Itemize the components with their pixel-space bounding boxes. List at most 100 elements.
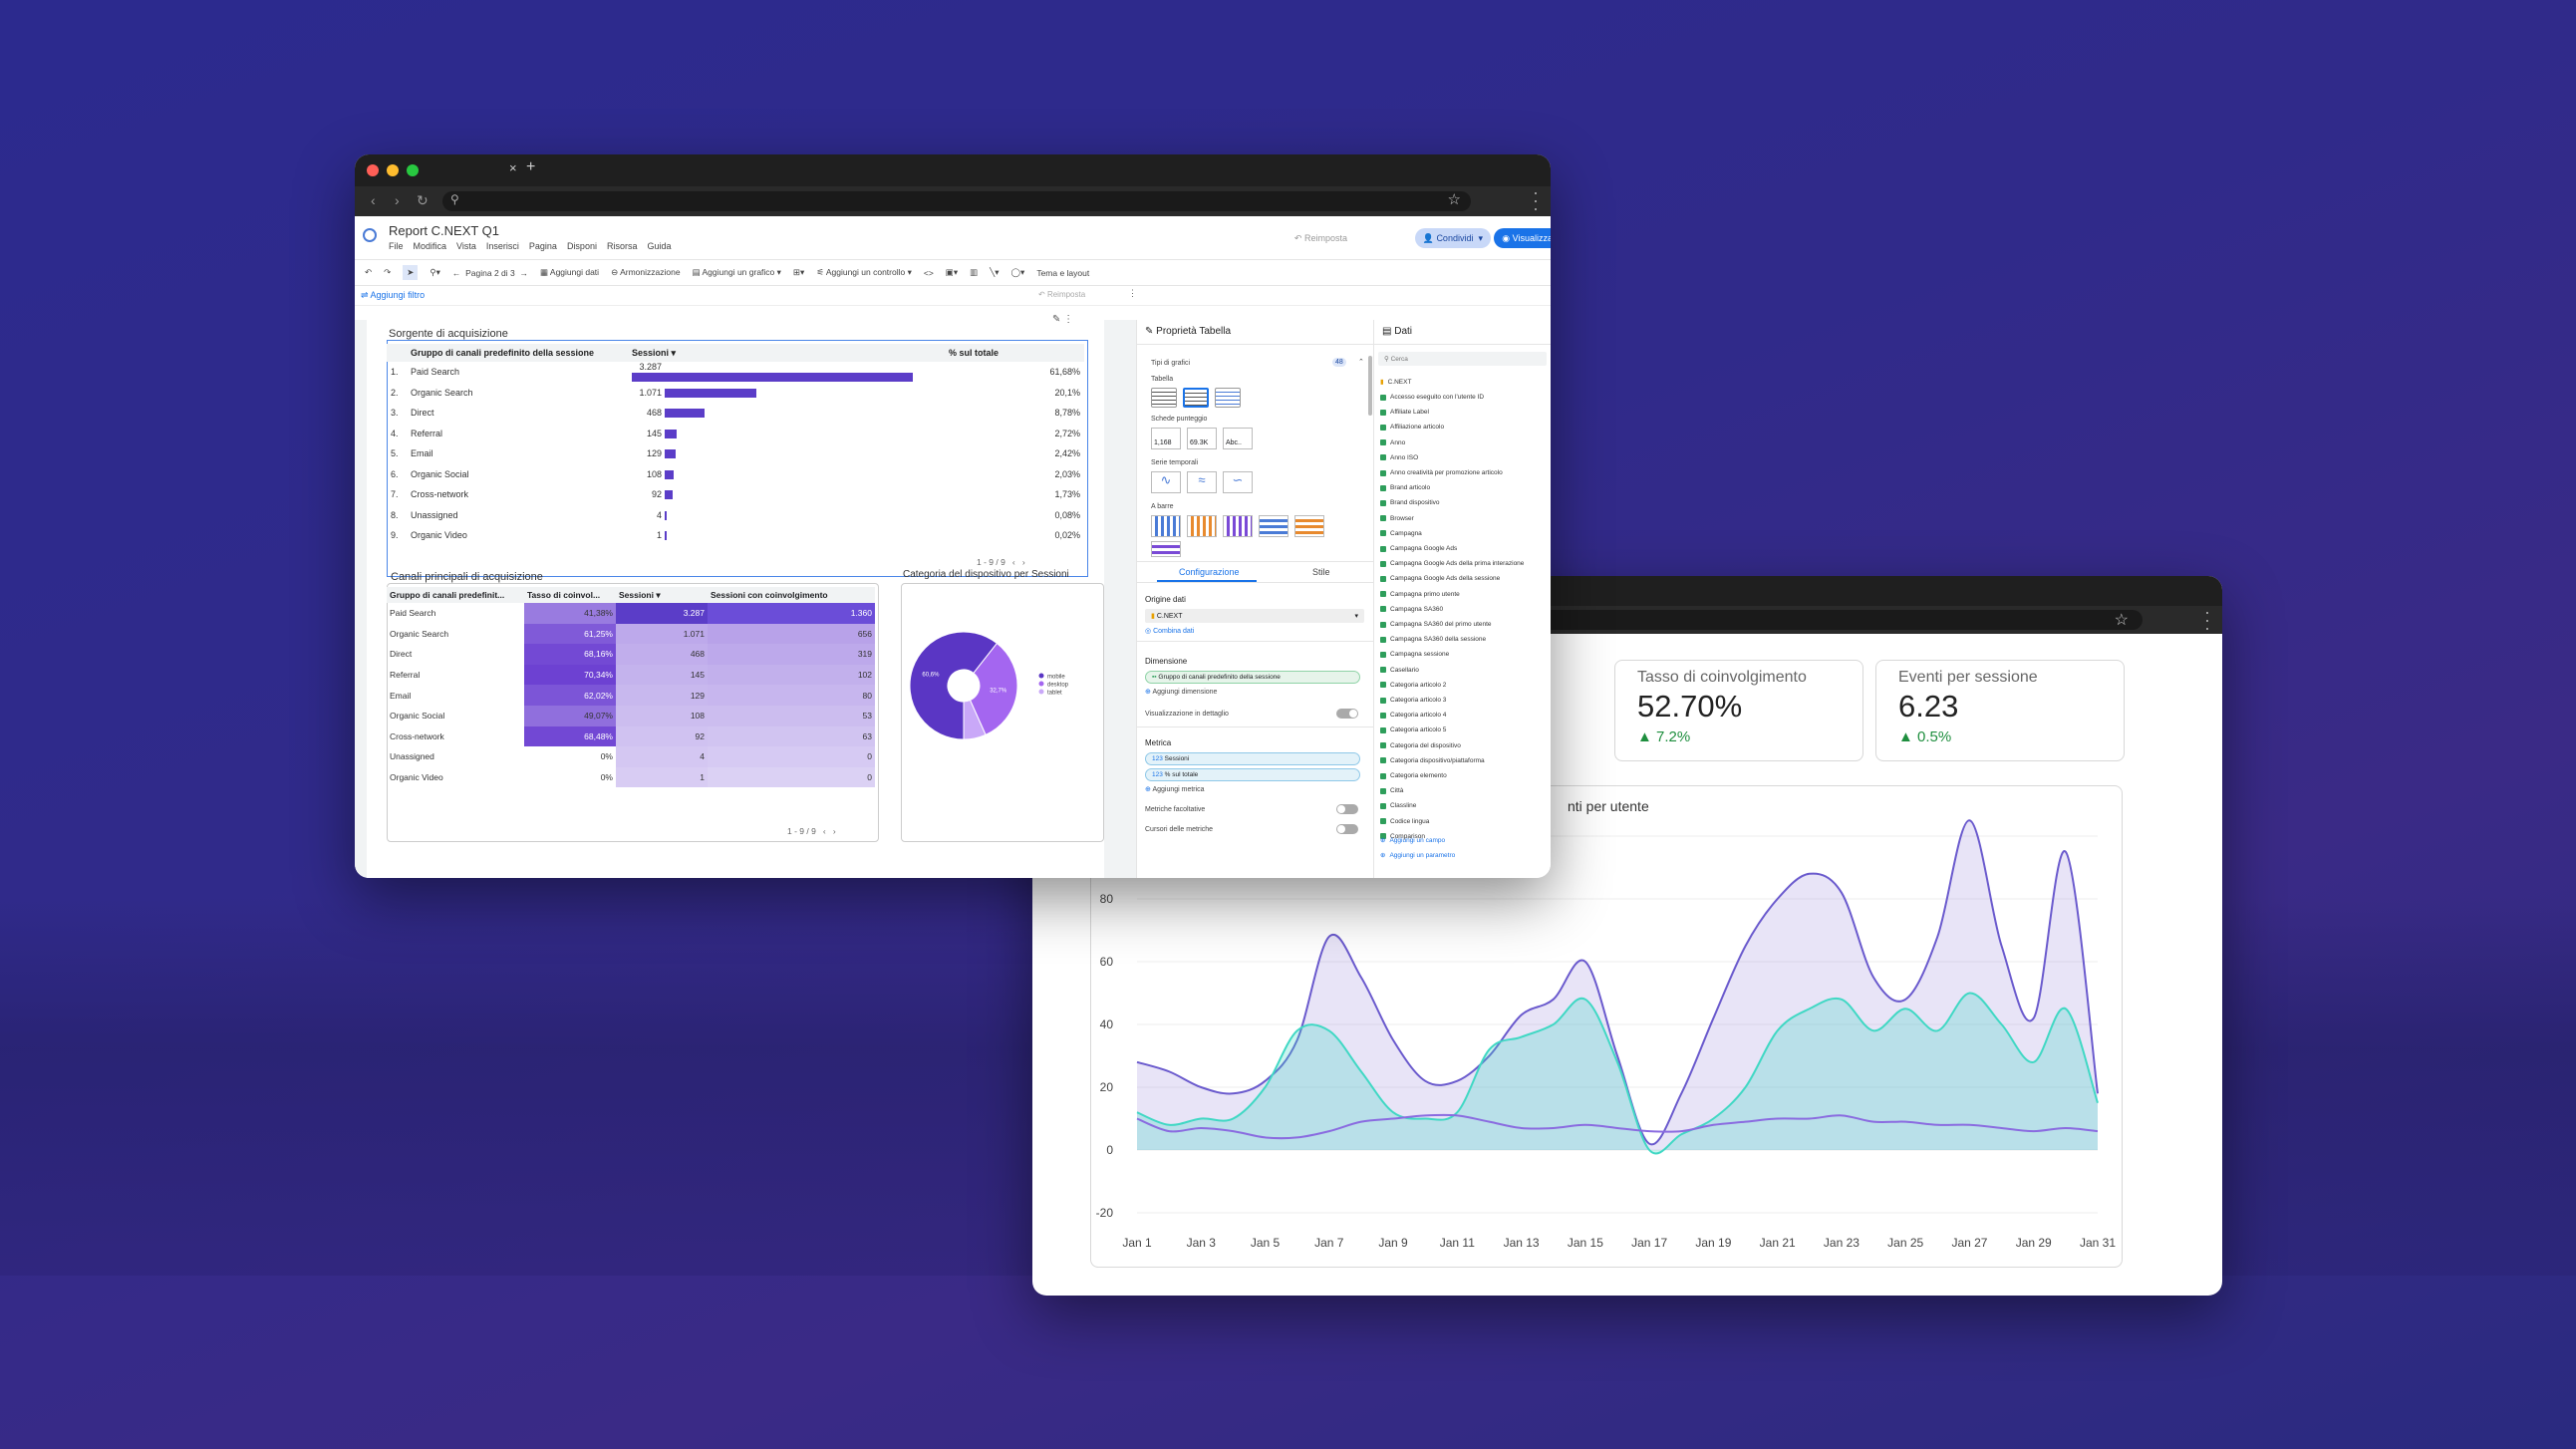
add-parameter-button[interactable]: ⊕ Aggiungi un parametro <box>1380 851 1456 860</box>
bookmark-star-icon[interactable]: ☆ <box>1447 191 1461 208</box>
menu-item[interactable]: Pagina <box>528 241 557 251</box>
t2-channel-header[interactable]: Gruppo di canali predefinit... <box>387 587 524 603</box>
add-data-button[interactable]: ▦ Aggiungi dati <box>539 267 600 277</box>
data-field-item[interactable]: Affiliazione articolo <box>1380 424 1444 431</box>
edit-pencil-icon[interactable]: ✎ ⋮ <box>1052 314 1074 325</box>
table2-pagination[interactable]: 1 - 9 / 9 ‹ › <box>787 826 836 836</box>
series-line-1[interactable] <box>1136 819 2099 1146</box>
data-field-item[interactable]: Classline <box>1380 802 1416 809</box>
table-row[interactable]: Organic Search 61,25% 1.071 656 <box>387 623 875 645</box>
data-field-item[interactable]: Campagna <box>1380 530 1422 537</box>
table1-pagination[interactable]: 1 - 9 / 9 ‹ › <box>977 557 1025 567</box>
table-row[interactable]: Email 62,02% 129 80 <box>387 685 875 706</box>
data-field-item[interactable]: Campagna SA360 del primo utente <box>1380 621 1492 628</box>
data-field-item[interactable]: Categoria dispositivo/piattaforma <box>1380 757 1485 764</box>
add-dimension-button[interactable]: ⊕ Aggiungi dimensione <box>1145 689 1218 696</box>
collapse-icon[interactable]: ⌃ <box>1358 359 1364 366</box>
metric-sliders-toggle[interactable] <box>1336 824 1358 834</box>
data-field-item[interactable]: Brand dispositivo <box>1380 499 1440 506</box>
data-field-item[interactable]: Campagna Google Ads della prima interazi… <box>1380 560 1524 567</box>
menu-item[interactable]: Guida <box>647 241 672 251</box>
table-row[interactable]: Direct 68,16% 468 319 <box>387 644 875 665</box>
image-icon[interactable]: ▣▾ <box>945 267 959 277</box>
data-field-item[interactable]: Campagna Google Ads della sessione <box>1380 575 1500 582</box>
reset-filter-button[interactable]: ↶ Reimposta <box>1038 290 1086 299</box>
menu-item[interactable]: Vista <box>456 241 476 251</box>
forward-icon[interactable]: › <box>395 192 400 208</box>
data-field-item[interactable]: Categoria elemento <box>1380 772 1447 779</box>
table-row[interactable]: 4. Referral 145 2,72% <box>387 424 1084 444</box>
data-field-item[interactable]: Browser <box>1380 515 1414 522</box>
stacked-bar-icon[interactable] <box>1151 541 1181 557</box>
data-field-item[interactable]: Campagna SA360 della sessione <box>1380 636 1486 643</box>
table-bars-chart-icon[interactable] <box>1183 388 1209 408</box>
data-field-item[interactable]: Campagna sessione <box>1380 651 1449 658</box>
report-title[interactable]: Report C.NEXT Q1 <box>389 223 500 238</box>
scorecard-compact-icon[interactable]: 69.3K <box>1187 428 1217 449</box>
t2-sessions-header[interactable]: Sessioni ▾ <box>616 587 708 603</box>
optional-metrics-toggle[interactable] <box>1336 804 1358 814</box>
table-heatmap-chart-icon[interactable] <box>1215 388 1241 408</box>
t2-engaged-header[interactable]: Sessioni con coinvolgimento <box>708 587 875 603</box>
menu-item[interactable]: Risorsa <box>606 241 638 251</box>
table-row[interactable]: 1. Paid Search 3.287 61,68% <box>387 362 1084 383</box>
metric-chip-percent[interactable]: 123 % sul totale <box>1145 768 1360 781</box>
back-icon[interactable]: ‹ <box>371 192 376 208</box>
close-window-icon[interactable] <box>367 164 379 176</box>
reset-button[interactable]: ↶ Reimposta <box>1293 232 1347 244</box>
text-icon[interactable]: ▥ <box>970 267 979 277</box>
table-row[interactable]: 2. Organic Search 1.071 20,1% <box>387 383 1084 404</box>
table-row[interactable]: 7. Cross-network 92 1,73% <box>387 484 1084 505</box>
new-tab-icon[interactable]: + <box>526 158 536 175</box>
shape-icon[interactable]: ◯▾ <box>1010 267 1025 277</box>
table-row[interactable]: 9. Organic Video 1 0,02% <box>387 525 1084 546</box>
data-field-item[interactable]: Accesso eseguito con l'utente ID <box>1380 394 1484 401</box>
column-chart-icon[interactable] <box>1151 515 1181 537</box>
drilldown-toggle[interactable] <box>1336 709 1358 719</box>
scorecard-chart-icon[interactable]: 1,168 <box>1151 428 1181 449</box>
maximize-window-icon[interactable] <box>407 164 419 176</box>
embed-code-icon[interactable]: <> <box>923 267 934 278</box>
table-row[interactable]: Unassigned 0% 4 0 <box>387 746 875 767</box>
data-field-item[interactable]: Comparison <box>1380 833 1425 840</box>
minimize-window-icon[interactable] <box>387 164 399 176</box>
blend-data-button[interactable]: ◎ Combina dati <box>1145 628 1195 635</box>
selected-table-frame[interactable] <box>387 340 1088 577</box>
browser-menu-icon[interactable]: · · · <box>1533 182 1539 218</box>
select-tool-icon[interactable]: ➤ <box>403 265 419 280</box>
table-row[interactable]: Cross-network 68,48% 92 63 <box>387 725 875 747</box>
menu-item[interactable]: Inserisci <box>485 241 519 251</box>
data-field-item[interactable]: Brand articolo <box>1380 484 1430 491</box>
data-search-input[interactable]: ⚲ Cerca <box>1378 352 1547 366</box>
grouped-column-icon[interactable] <box>1187 515 1217 537</box>
scorecard-text-icon[interactable]: Abc.. <box>1223 428 1253 449</box>
data-field-item[interactable]: Affiliate Label <box>1380 409 1429 416</box>
t2-rate-header[interactable]: Tasso di coinvol... <box>524 587 616 603</box>
community-viz-icon[interactable]: ⊞▾ <box>792 267 805 277</box>
data-field-item[interactable]: Anno ISO <box>1380 454 1418 461</box>
data-source-select[interactable]: ▮ C.NEXT ▾ <box>1145 609 1364 623</box>
bar-chart-icon[interactable] <box>1259 515 1288 537</box>
undo-icon[interactable]: ↶ <box>365 267 373 277</box>
props-scrollbar[interactable] <box>1368 356 1372 416</box>
data-field-item[interactable]: Campagna primo utente <box>1380 591 1460 598</box>
close-tab-icon[interactable]: × <box>509 160 517 175</box>
redo-icon[interactable]: ↷ <box>384 267 392 277</box>
timeseries-chart-icon[interactable]: ∿ <box>1151 471 1181 493</box>
sparkline-chart-icon[interactable]: ≈ <box>1187 471 1217 493</box>
theme-layout-button[interactable]: Tema e layout <box>1036 267 1090 278</box>
channel-header[interactable]: Gruppo di canali predefinito della sessi… <box>407 344 628 362</box>
data-field-item[interactable]: Casellario <box>1380 667 1419 674</box>
data-field-item[interactable]: Categoria del dispositivo <box>1380 742 1461 749</box>
smoothed-chart-icon[interactable]: ∽ <box>1223 471 1253 493</box>
series-line-2[interactable] <box>1136 992 2099 1155</box>
add-chart-button[interactable]: ▤ Aggiungi un grafico ▾ <box>692 267 781 277</box>
more-options-icon[interactable]: ⋮ <box>1128 288 1137 298</box>
data-source-item[interactable]: ▮ C.NEXT <box>1380 378 1412 387</box>
window-controls[interactable] <box>367 164 419 176</box>
page-nav[interactable]: ← Pagina 2 di 3 → <box>451 267 528 278</box>
add-metric-button[interactable]: ⊕ Aggiungi metrica <box>1145 786 1205 793</box>
data-field-item[interactable]: Categoria articolo 3 <box>1380 697 1446 704</box>
share-button[interactable]: 👤 Condividi ▾ <box>1414 228 1491 248</box>
view-button[interactable]: ◉ Visualizza <box>1494 228 1551 248</box>
